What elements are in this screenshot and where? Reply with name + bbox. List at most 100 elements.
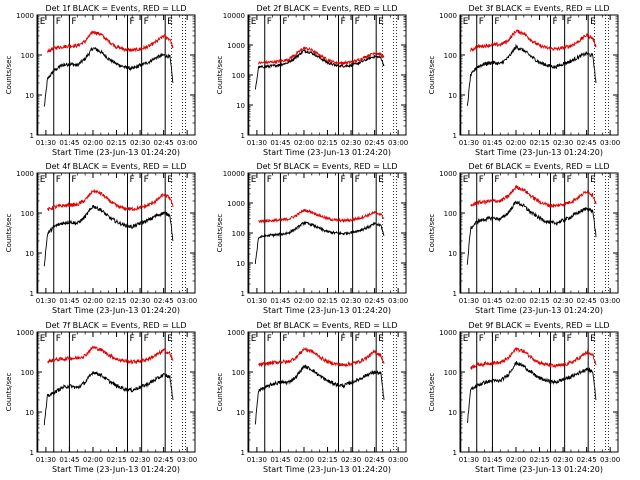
event-marker-letter: F (341, 17, 346, 27)
y-tick-label: 1 (453, 132, 457, 140)
panel-det-3: Det 3f BLACK = Events, RED = LLD Counts/s… (428, 4, 620, 157)
x-tick-label: 03:00 (388, 456, 408, 464)
y-tick-label: 1000 (227, 329, 245, 337)
x-tick-label: 03:00 (600, 139, 620, 147)
x-tick-label: 02:30 (553, 139, 573, 147)
lld-rate-line (47, 189, 174, 212)
plot-frame (459, 172, 619, 294)
panel-det-2: Det 2f BLACK = Events, RED = LLD Counts/s… (216, 4, 408, 157)
y-tick-label: 1000 (16, 12, 34, 20)
x-tick-label: 01:45 (59, 139, 79, 147)
x-tick-label: 01:45 (59, 456, 79, 464)
x-tick-label: 02:15 (317, 139, 337, 147)
plot-frame (459, 331, 619, 453)
y-tick-label: 1000 (227, 200, 245, 208)
x-axis-label: Start Time (23-Jun-13 01:24:20) (475, 465, 603, 474)
events-rate-line (43, 204, 174, 267)
panel-title: Det 1f BLACK = Events, RED = LLD (45, 4, 186, 13)
lld-rate-line (470, 347, 597, 371)
events-rate-line (43, 46, 174, 107)
events-rate-line (466, 361, 597, 424)
x-tick-label: 02:15 (106, 297, 126, 305)
y-axis-label: Counts/sec (428, 373, 436, 412)
event-marker-letter: E (590, 175, 596, 185)
x-tick-label: 01:45 (270, 139, 290, 147)
y-tick-label: 100 (232, 72, 245, 80)
y-tick-label: 100 (444, 369, 457, 377)
y-tick-label: 1 (30, 132, 34, 140)
x-tick-label: 02:30 (553, 297, 573, 305)
event-marker-letter: E (251, 175, 257, 185)
x-tick-label: 02:15 (317, 456, 337, 464)
lld-rate-line (258, 46, 385, 67)
x-tick-label: 02:45 (577, 456, 597, 464)
x-tick-label: 02:45 (365, 456, 385, 464)
x-tick-label: 02:30 (341, 139, 361, 147)
x-tick-label: 02:45 (577, 297, 597, 305)
plot-frame (36, 172, 196, 294)
panel-det-9: Det 9f BLACK = Events, RED = LLD Counts/s… (428, 321, 620, 474)
x-tick-label: 02:45 (154, 139, 174, 147)
y-tick-label: 1000 (439, 170, 457, 178)
panel-title: Det 2f BLACK = Events, RED = LLD (256, 4, 397, 13)
events-rate-line (466, 200, 597, 265)
event-marker-letter: F (494, 175, 499, 185)
x-tick-label: 02:30 (130, 456, 150, 464)
x-tick-label: 02:00 (506, 297, 526, 305)
event-marker-letter: E (378, 175, 384, 185)
x-tick-label: 02:00 (294, 456, 314, 464)
event-marker-letter: F (553, 334, 558, 344)
x-tick-label: 03:00 (388, 297, 408, 305)
event-marker-letter: F (479, 17, 484, 27)
x-tick-label: 02:15 (529, 139, 549, 147)
y-axis-label: Counts/sec (5, 214, 13, 253)
event-marker-letter: F (355, 17, 360, 27)
event-marker-letter: F (56, 334, 61, 344)
x-tick-label: 01:30 (459, 297, 479, 305)
x-axis-label: Start Time (23-Jun-13 01:24:20) (475, 148, 603, 157)
y-tick-label: 100 (232, 230, 245, 238)
y-tick-label: 1 (241, 449, 245, 457)
y-tick-label: 1000 (16, 170, 34, 178)
x-tick-label: 03:00 (388, 139, 408, 147)
x-tick-label: 02:15 (529, 456, 549, 464)
event-marker-letter: E (378, 17, 384, 27)
x-tick-label: 02:00 (83, 297, 103, 305)
x-axis-label: Start Time (23-Jun-13 01:24:20) (475, 306, 603, 315)
event-marker-letter: F (479, 175, 484, 185)
panel-title: Det 9f BLACK = Events, RED = LLD (468, 321, 609, 330)
event-marker-letter: F (553, 17, 558, 27)
panel-title: Det 3f BLACK = Events, RED = LLD (468, 4, 609, 13)
x-axis-label: Start Time (23-Jun-13 01:24:20) (52, 148, 180, 157)
y-tick-label: 1 (453, 449, 457, 457)
events-rate-line (254, 48, 385, 90)
y-tick-label: 1 (241, 132, 245, 140)
y-tick-label: 10 (448, 92, 457, 100)
x-tick-label: 01:30 (36, 456, 56, 464)
panel-det-4: Det 4f BLACK = Events, RED = LLD Counts/s… (5, 162, 197, 315)
y-tick-label: 100 (21, 52, 34, 60)
event-marker-letter: E (40, 334, 46, 344)
x-tick-label: 01:30 (36, 297, 56, 305)
event-marker-letter: F (355, 175, 360, 185)
event-marker-letter: F (71, 334, 76, 344)
x-tick-label: 01:45 (482, 297, 502, 305)
x-tick-label: 02:15 (317, 297, 337, 305)
lld-rate-line (258, 208, 385, 224)
y-tick-label: 1 (30, 290, 34, 298)
x-tick-label: 01:30 (247, 456, 267, 464)
x-tick-label: 03:00 (177, 456, 197, 464)
lld-rate-line (470, 185, 597, 209)
x-tick-label: 02:45 (154, 456, 174, 464)
event-marker-letter: E (463, 334, 469, 344)
event-marker-letter: F (341, 334, 346, 344)
x-tick-label: 02:30 (130, 139, 150, 147)
x-tick-label: 01:30 (36, 139, 56, 147)
y-axis-label: Counts/sec (428, 56, 436, 95)
x-tick-label: 02:15 (106, 139, 126, 147)
y-tick-label: 10 (236, 260, 245, 268)
y-axis-label: Counts/sec (5, 56, 13, 95)
panel-det-1: Det 1f BLACK = Events, RED = LLD Counts/s… (5, 4, 197, 157)
x-axis-label: Start Time (23-Jun-13 01:24:20) (52, 306, 180, 315)
events-rate-line (254, 220, 385, 265)
